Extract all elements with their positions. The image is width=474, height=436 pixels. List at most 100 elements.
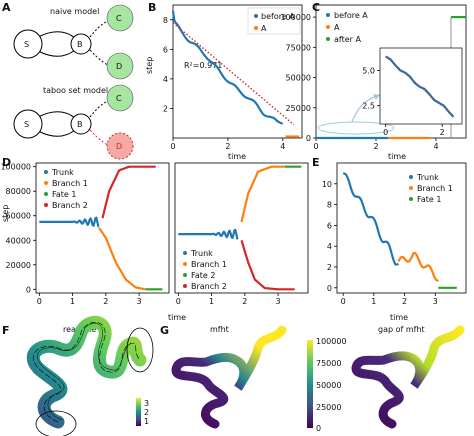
plot-frame-e — [336, 162, 467, 294]
c-y-tick-label-2: 50000 — [286, 74, 311, 83]
d-x-1-tick-label-0: 0 — [176, 297, 181, 306]
plot-frame-d-left — [35, 162, 170, 294]
legend-d-right: Trunk Branch 1 Fate 2 Branch 2 — [183, 249, 227, 291]
zoom-ellipse — [317, 121, 395, 135]
e-x-tick-label-2: 2 — [402, 297, 407, 306]
d-x-1-tick-label-2: 2 — [242, 297, 247, 306]
legend-marker-a-c — [326, 25, 330, 29]
series-line-d-0-0 — [39, 216, 100, 228]
node-s-label: S — [24, 40, 29, 49]
gap-mfht-trajectory — [351, 325, 465, 429]
node-d — [106, 52, 134, 80]
b-y-tick-label-3: 8 — [163, 16, 168, 25]
edge-s-b-bottom-2 — [37, 129, 76, 137]
panel-f: F realtime 3 2 1 — [2, 315, 154, 436]
legend-marker-fate2-d-right — [183, 273, 187, 277]
naive-model-title: naive model — [50, 7, 99, 16]
d-x-1-tick-label-1: 1 — [209, 297, 214, 306]
b-y-tick-label-1: 4 — [163, 75, 168, 84]
inset-series-c — [385, 55, 455, 118]
series-line-d-1-0 — [178, 228, 239, 240]
c-inset-x-tick-label-0: 0 — [383, 128, 388, 137]
legend-label-a-b: A — [261, 24, 267, 33]
node-s — [13, 29, 43, 59]
node-s-2 — [13, 109, 43, 139]
panel-label-f: F — [2, 324, 10, 337]
series-line-d-0-1 — [98, 227, 147, 291]
e-x-tick-label-3: 3 — [433, 297, 438, 306]
b-x-tick-label-2: 4 — [280, 142, 285, 151]
c-inset-y-tick-label-1: 5.0 — [362, 67, 375, 76]
legend-d-left: Trunk Branch 1 Fate 1 Branch 2 — [44, 168, 88, 210]
trajectory-lines-f — [32, 321, 141, 423]
legend-label-trunk-e: Trunk — [416, 173, 439, 182]
legend-marker-trunk-e — [409, 175, 413, 179]
axis-label-x-d: time — [168, 313, 186, 322]
gap-of-mfht-title: gap of mfht — [378, 325, 425, 334]
series-line-d-0-3 — [101, 165, 156, 219]
legend-label-before-a-b: before A — [261, 12, 295, 21]
colorbar-tick-g-100000: 100000 — [316, 337, 347, 346]
legend-label-after-a-c: after A — [334, 35, 361, 44]
mfht-trajectory — [171, 325, 287, 429]
r2-annotation: R²=0.971 — [184, 61, 222, 70]
d-y-tick-label-2: 40000 — [6, 236, 31, 245]
node-c-label: C — [116, 14, 122, 23]
panel-label-a: A — [2, 1, 11, 14]
panel-label-g: G — [160, 324, 169, 337]
edge-s-b-top — [37, 31, 76, 39]
legend-marker-branch1-d-right — [183, 262, 187, 266]
edge-b-d — [89, 49, 113, 67]
plot-frame-b — [172, 4, 303, 139]
c-inset-y-tick-label-0: 2.5 — [362, 102, 375, 111]
c-inset-x-tick-label-1: 2 — [440, 128, 445, 137]
panel-label-d: D — [2, 156, 11, 169]
end-ellipse-f — [126, 327, 154, 373]
d-y-tick-label-5: 100000 — [0, 163, 31, 172]
axis-label-y-d: step — [1, 205, 10, 222]
b-y-tick-label-2: 6 — [163, 45, 168, 54]
legend-marker-branch1-e — [409, 186, 413, 190]
e-y-tick-label-0: 0 — [327, 284, 332, 293]
legend-marker-a-b — [254, 26, 258, 30]
mfht-title: mfht — [210, 325, 229, 334]
legend-b: before A A — [247, 7, 301, 35]
d-y-tick-label-4: 80000 — [6, 187, 31, 196]
axis-label-x-e: time — [390, 313, 408, 322]
colorbar-tick-f-3: 3 — [144, 399, 149, 408]
node-c-label-2: C — [116, 94, 122, 103]
node-b — [70, 33, 92, 55]
e-y-tick-label-1: 2 — [327, 263, 332, 272]
colorbar-tick-f-2: 2 — [144, 408, 149, 417]
legend-label-before-a-c: before A — [334, 11, 368, 20]
colorbar-tick-g-50000: 50000 — [316, 381, 341, 390]
series-line-d-1-3 — [240, 239, 295, 291]
d-y-tick-label-3: 60000 — [6, 212, 31, 221]
legend-marker-trunk-d-left — [44, 170, 48, 174]
legend-marker-fate1-e — [409, 197, 413, 201]
b-x-tick-label-1: 2 — [225, 142, 230, 151]
e-y-tick-label-3: 6 — [327, 221, 332, 230]
legend-marker-after-a-c — [326, 37, 330, 41]
legend-label-fate2-d-right: Fate 2 — [191, 271, 215, 280]
c-y-tick-label-0: 0 — [306, 134, 311, 143]
panel-label-e: E — [312, 156, 320, 169]
plot-frame-d-right — [174, 162, 309, 294]
d-x-1-tick-label-3: 3 — [276, 297, 281, 306]
legend-marker-trunk-d-right — [183, 251, 187, 255]
legend-c: before A A after A — [326, 11, 368, 44]
b-x-tick-label-0: 0 — [170, 142, 175, 151]
c-y-tick-label-3: 75000 — [286, 43, 311, 52]
e-x-tick-label-1: 1 — [371, 297, 376, 306]
node-b-label: B — [77, 40, 83, 49]
colorbar-tick-g-0: 0 — [316, 424, 321, 433]
inset-fit-c — [385, 56, 454, 116]
d-y-tick-label-0: 0 — [26, 285, 31, 294]
zoom-arrowhead — [373, 94, 380, 100]
legend-marker-fate1-d-left — [44, 192, 48, 196]
panel-d: D 0 20000 40000 60000 80000 100000 0 1 2 3 0 1 2 3 s… — [0, 156, 309, 322]
e-y-tick-label-5: 10 — [322, 180, 332, 189]
panel-b: B 2 4 6 8 0 2 4 step time R²=0.971 before A A — [145, 1, 303, 161]
